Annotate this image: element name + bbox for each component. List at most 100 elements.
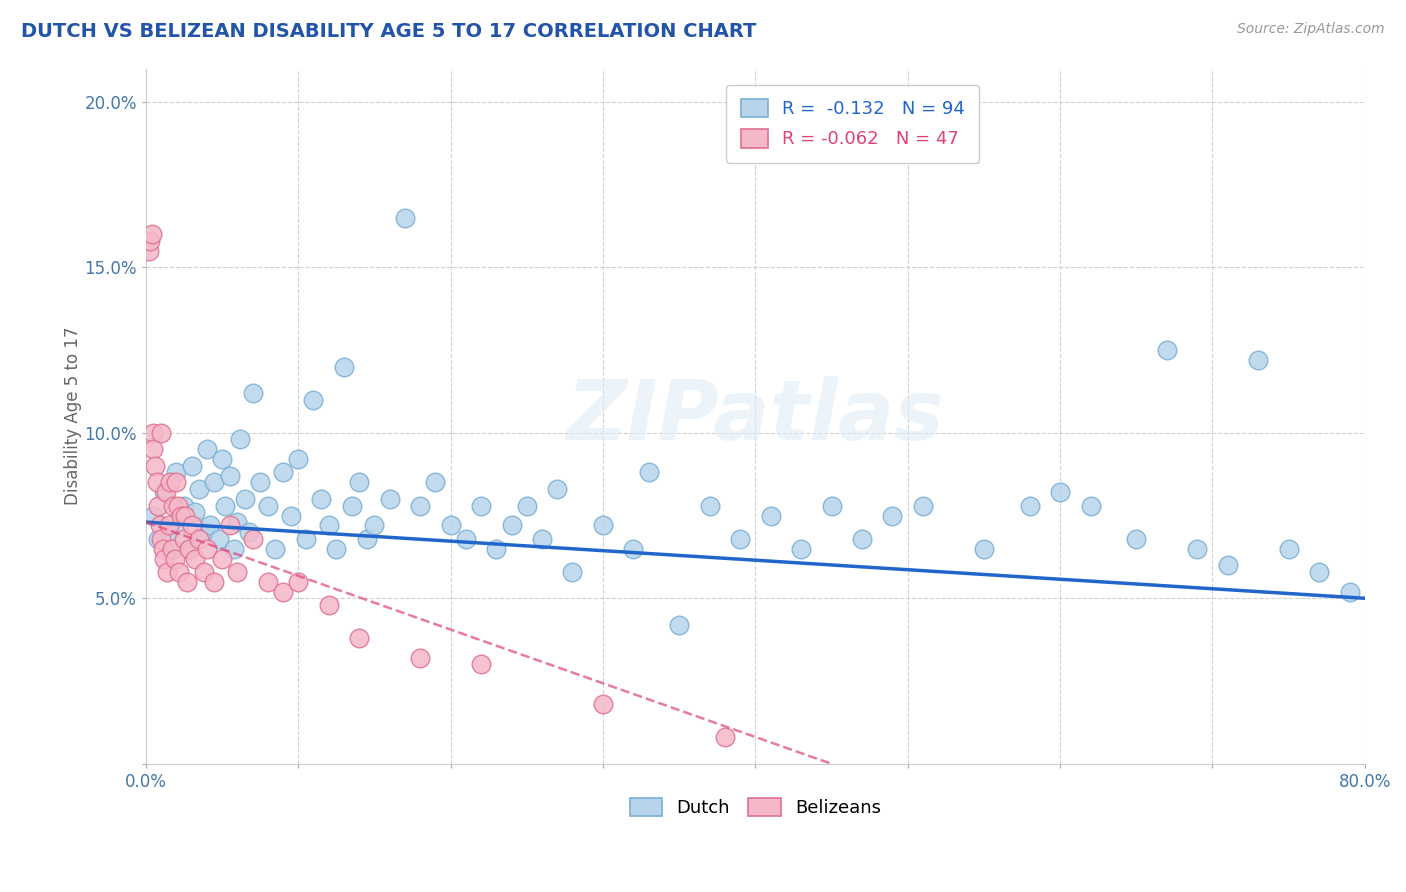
Point xyxy=(333,359,356,374)
Point xyxy=(1308,565,1330,579)
Point xyxy=(409,499,432,513)
Point xyxy=(302,392,325,407)
Point xyxy=(820,499,842,513)
Point xyxy=(790,541,813,556)
Y-axis label: Disability Age 5 to 17: Disability Age 5 to 17 xyxy=(65,327,82,506)
Point xyxy=(1278,541,1301,556)
Point xyxy=(204,574,226,589)
Point xyxy=(214,499,236,513)
Point xyxy=(318,518,340,533)
Point xyxy=(211,452,233,467)
Point xyxy=(347,475,370,490)
Point xyxy=(208,532,231,546)
Point xyxy=(592,697,614,711)
Point xyxy=(271,466,294,480)
Point xyxy=(470,657,492,672)
Point xyxy=(176,574,198,589)
Point xyxy=(1247,352,1270,367)
Point xyxy=(188,482,211,496)
Point xyxy=(242,386,264,401)
Point xyxy=(150,532,173,546)
Point xyxy=(1156,343,1178,357)
Point xyxy=(195,541,218,556)
Point xyxy=(1216,558,1239,573)
Point xyxy=(177,541,200,556)
Point xyxy=(150,425,173,440)
Point xyxy=(378,491,401,506)
Point xyxy=(229,433,252,447)
Point xyxy=(218,468,240,483)
Point xyxy=(546,482,568,496)
Point xyxy=(142,508,165,523)
Point xyxy=(177,541,200,556)
Point xyxy=(242,532,264,546)
Point xyxy=(226,565,249,579)
Point xyxy=(180,518,202,533)
Point xyxy=(165,475,187,490)
Point xyxy=(193,524,215,539)
Text: DUTCH VS BELIZEAN DISABILITY AGE 5 TO 17 CORRELATION CHART: DUTCH VS BELIZEAN DISABILITY AGE 5 TO 17… xyxy=(21,22,756,41)
Point xyxy=(1049,485,1071,500)
Point xyxy=(153,551,176,566)
Point xyxy=(174,508,197,523)
Point xyxy=(188,532,211,546)
Point xyxy=(142,425,165,440)
Point xyxy=(439,518,461,533)
Point xyxy=(152,541,174,556)
Point xyxy=(157,518,180,533)
Point xyxy=(1018,499,1040,513)
Point xyxy=(347,631,370,645)
Point xyxy=(169,565,191,579)
Point xyxy=(146,532,169,546)
Point xyxy=(1339,584,1361,599)
Point xyxy=(287,452,309,467)
Point xyxy=(309,491,332,506)
Point xyxy=(851,532,873,546)
Point xyxy=(942,145,965,159)
Point xyxy=(163,551,186,566)
Point xyxy=(470,499,492,513)
Point xyxy=(183,505,205,519)
Point xyxy=(162,499,184,513)
Point xyxy=(699,499,721,513)
Point xyxy=(264,541,287,556)
Point xyxy=(271,584,294,599)
Point xyxy=(142,442,165,457)
Point xyxy=(759,508,782,523)
Point xyxy=(153,485,176,500)
Point xyxy=(226,515,249,529)
Point xyxy=(454,532,477,546)
Point xyxy=(295,532,318,546)
Point xyxy=(623,541,645,556)
Point xyxy=(165,466,187,480)
Point xyxy=(318,598,340,612)
Point xyxy=(159,475,181,490)
Point xyxy=(173,499,195,513)
Point xyxy=(394,211,416,225)
Point xyxy=(668,617,690,632)
Point xyxy=(1185,541,1208,556)
Point xyxy=(195,442,218,457)
Text: ZIPatlas: ZIPatlas xyxy=(567,376,945,457)
Point xyxy=(138,244,160,258)
Point xyxy=(148,518,170,533)
Point xyxy=(157,524,180,539)
Point xyxy=(162,541,184,556)
Point xyxy=(728,532,751,546)
Point xyxy=(363,518,385,533)
Point xyxy=(143,458,166,473)
Point xyxy=(183,551,205,566)
Point xyxy=(637,466,659,480)
Point xyxy=(139,234,162,248)
Point xyxy=(173,532,195,546)
Point xyxy=(561,565,583,579)
Text: Source: ZipAtlas.com: Source: ZipAtlas.com xyxy=(1237,22,1385,37)
Point xyxy=(287,574,309,589)
Point xyxy=(714,731,737,745)
Point xyxy=(166,499,188,513)
Point xyxy=(485,541,508,556)
Point xyxy=(211,551,233,566)
Point xyxy=(218,518,240,533)
Point xyxy=(160,541,183,556)
Point xyxy=(198,518,221,533)
